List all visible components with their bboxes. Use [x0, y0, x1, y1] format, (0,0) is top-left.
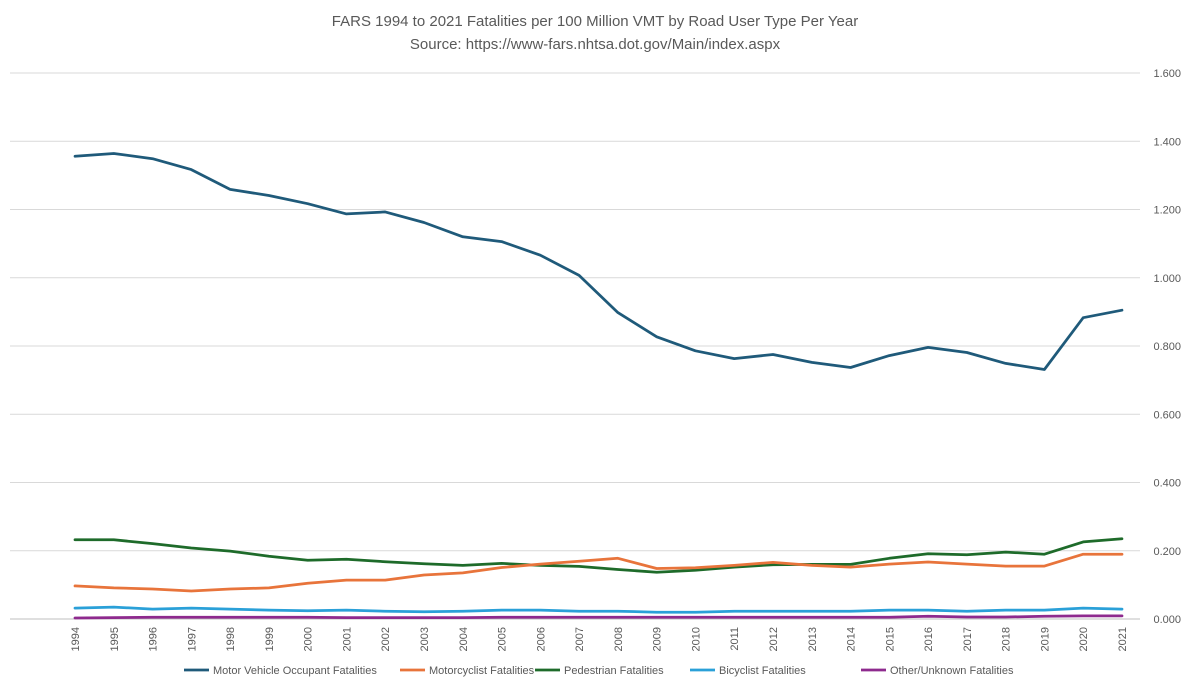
legend-entry: Bicyclist Fatalities — [719, 665, 806, 677]
x-tick-label: 2020 — [1078, 627, 1090, 651]
x-tick-label: 2002 — [380, 627, 392, 651]
x-tick-label: 2019 — [1039, 627, 1051, 651]
legend-entry: Motor Vehicle Occupant Fatalities — [213, 665, 377, 677]
x-tick-label: 2000 — [303, 627, 315, 651]
series-line-other-unknown-fatalities — [73, 614, 1124, 620]
series-line-motor-vehicle-occupant-fatalities — [73, 152, 1124, 371]
y-tick-label: 0.600 — [1153, 409, 1181, 421]
x-tick-label: 2013 — [807, 627, 819, 651]
legend-entry: Motorcyclist Fatalities — [429, 665, 535, 677]
x-tick-label: 1998 — [225, 627, 237, 651]
x-tick-label: 2015 — [884, 627, 896, 651]
x-tick-label: 2016 — [923, 627, 935, 651]
legend-entry: Pedestrian Fatalities — [564, 665, 664, 677]
x-tick-label: 2003 — [419, 627, 431, 651]
chart-title: FARS 1994 to 2021 Fatalities per 100 Mil… — [331, 13, 859, 30]
x-tick-label: 2005 — [497, 627, 509, 651]
x-tick-label: 2017 — [962, 627, 974, 651]
x-tick-label: 2004 — [458, 627, 470, 651]
series-line-pedestrian-fatalities — [73, 537, 1124, 574]
x-tick-label: 2010 — [690, 627, 702, 651]
x-tick-label: 2001 — [341, 627, 353, 651]
x-tick-label: 2018 — [1001, 627, 1013, 651]
legend-entry: Other/Unknown Fatalities — [890, 665, 1014, 677]
chart-subtitle: Source: https://www-fars.nhtsa.dot.gov/M… — [409, 36, 781, 53]
y-tick-label: 0.000 — [1153, 614, 1181, 626]
x-tick-label: 1997 — [186, 627, 198, 651]
y-tick-label: 1.200 — [1153, 205, 1181, 217]
x-tick-label: 2014 — [846, 627, 858, 651]
x-tick-label: 2009 — [652, 627, 664, 651]
x-tick-label: 2008 — [613, 627, 625, 651]
y-tick-label: 1.600 — [1153, 68, 1181, 80]
x-tick-label: 1994 — [70, 627, 82, 651]
y-tick-label: 0.200 — [1153, 546, 1181, 558]
x-tick-label: 1999 — [264, 627, 276, 651]
x-tick-label: 2011 — [729, 627, 741, 651]
x-tick-label: 1996 — [148, 627, 160, 651]
x-tick-label: 2012 — [768, 627, 780, 651]
y-tick-label: 0.800 — [1153, 341, 1181, 353]
y-tick-label: 0.400 — [1153, 478, 1181, 490]
x-tick-label: 2021 — [1117, 627, 1129, 651]
x-tick-label: 2006 — [535, 627, 547, 651]
series-line-bicyclist-fatalities — [73, 605, 1124, 614]
x-tick-label: 1995 — [109, 627, 121, 651]
x-tick-label: 2007 — [574, 627, 586, 651]
y-tick-label: 1.000 — [1153, 273, 1181, 285]
y-tick-label: 1.400 — [1153, 136, 1181, 148]
series-line-motorcyclist-fatalities — [73, 552, 1124, 593]
